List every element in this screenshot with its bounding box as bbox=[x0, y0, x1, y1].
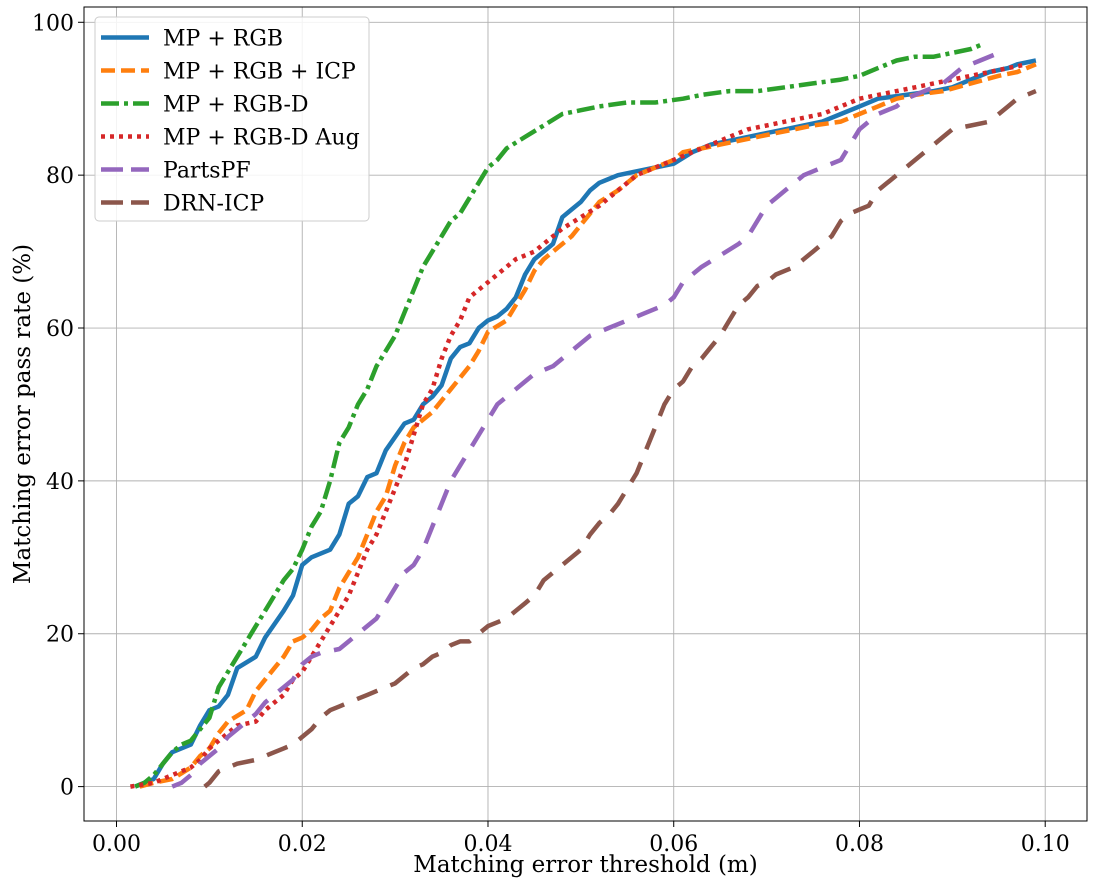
legend-label: MP + RGB + ICP bbox=[163, 60, 356, 85]
x-tick-label: 0.04 bbox=[463, 832, 512, 857]
series-line-mp-rgb-icp bbox=[139, 62, 1037, 789]
series-line-mp-rgb-d-aug bbox=[130, 62, 1028, 789]
legend-label: MP + RGB-D bbox=[163, 93, 309, 118]
x-tick-label: 0.02 bbox=[278, 832, 327, 857]
x-tick-label: 0.10 bbox=[1021, 832, 1070, 857]
y-tick-label: 0 bbox=[60, 776, 74, 801]
series-line-drn-icp bbox=[203, 89, 1037, 789]
legend-label: PartsPF bbox=[163, 159, 251, 184]
y-tick-label: 100 bbox=[32, 11, 74, 36]
y-tick-label: 40 bbox=[46, 470, 74, 495]
y-tick-label: 80 bbox=[46, 164, 74, 189]
x-tick-label: 0.06 bbox=[649, 832, 698, 857]
series-group bbox=[130, 43, 1037, 789]
x-tick-label: 0.08 bbox=[835, 832, 884, 857]
legend-label: DRN-ICP bbox=[163, 192, 264, 217]
plot-frame bbox=[83, 6, 1088, 822]
y-tick-label: 20 bbox=[46, 623, 74, 648]
legend: MP + RGB MP + RGB + ICP MP + RGB-D MP + RGB… bbox=[94, 16, 370, 222]
series-line-partspf bbox=[171, 50, 1000, 789]
y-axis-label: Matching error pass rate (%) bbox=[10, 244, 36, 584]
x-axis-label: Matching error threshold (m) bbox=[413, 852, 757, 878]
series-line-mp-rgb-d bbox=[134, 43, 982, 789]
legend-label: MP + RGB-D Aug bbox=[163, 126, 360, 151]
y-tick-label: 60 bbox=[46, 317, 74, 342]
axis-ticks: 0.00 0.02 0.04 0.06 0.08 0.10 0 20 40 60 80 100 bbox=[32, 11, 1070, 857]
legend-label: MP + RGB bbox=[163, 27, 283, 52]
legend-box bbox=[94, 16, 370, 222]
x-tick-label: 0.00 bbox=[92, 832, 141, 857]
